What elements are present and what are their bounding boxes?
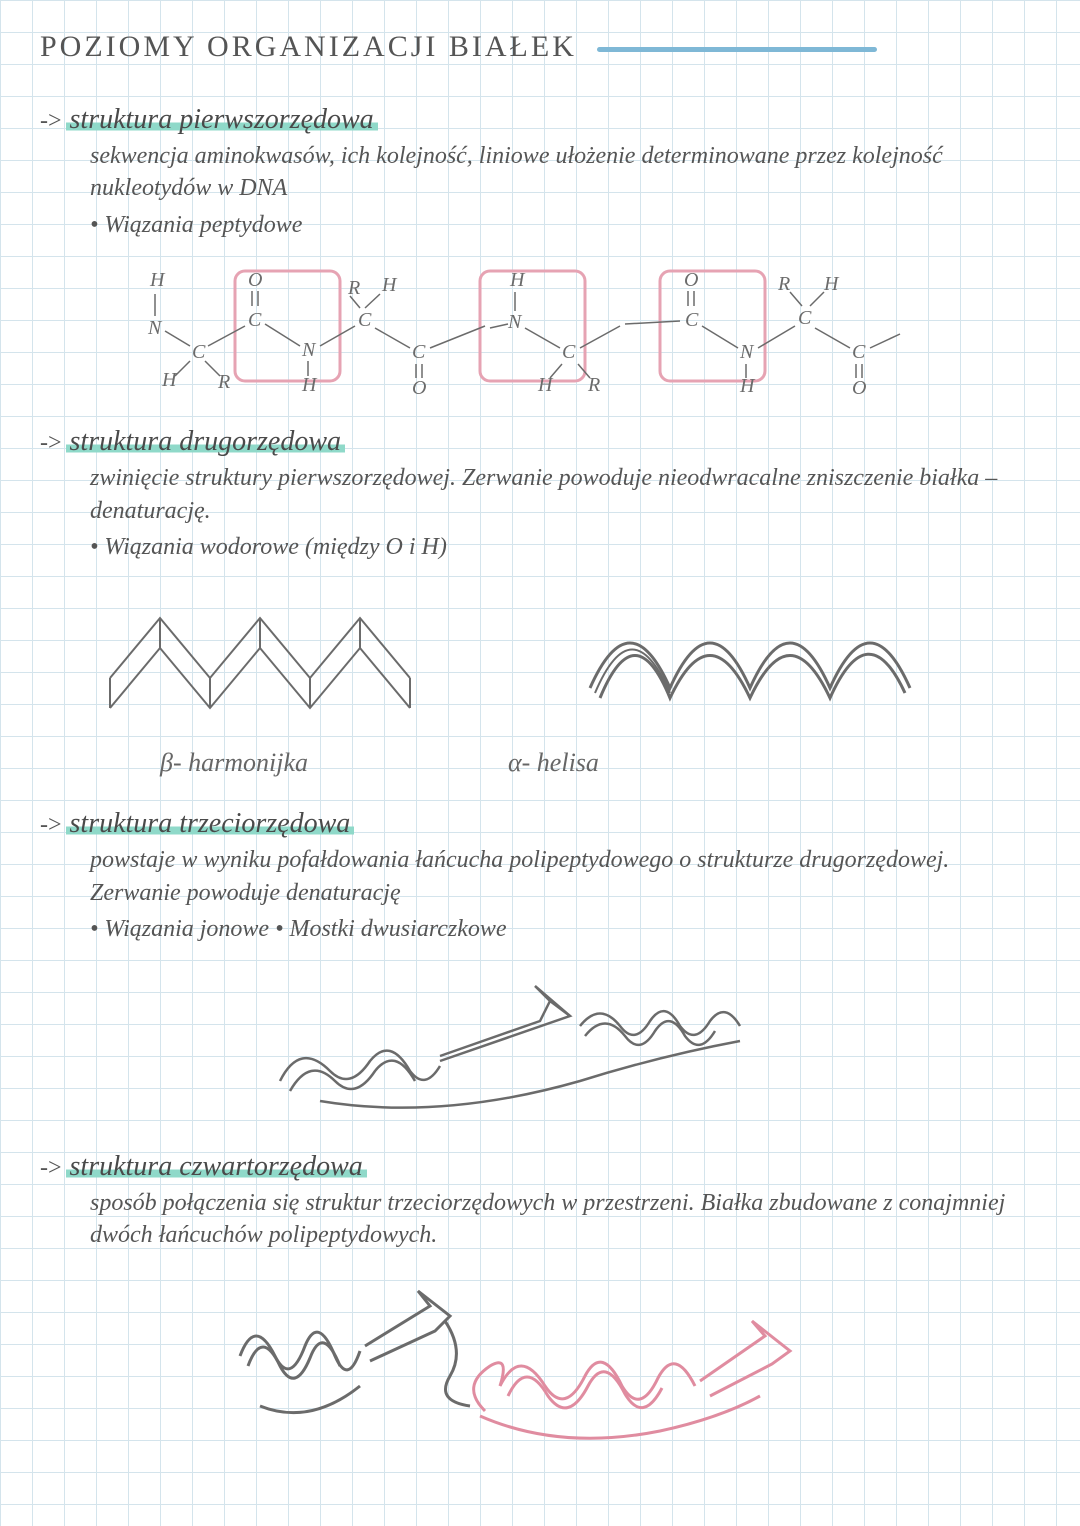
- svg-text:H: H: [381, 274, 398, 296]
- svg-text:C: C: [852, 341, 866, 363]
- beta-alpha-diagram: [90, 578, 990, 738]
- section-primary: -> struktura pierwszorzędowa sekwencja a…: [40, 104, 1040, 396]
- tertiary-diagram: [240, 961, 840, 1121]
- arrow-icon: ->: [40, 108, 62, 134]
- bullet-2: • Wiązania wodorowe (między O i H): [90, 531, 1040, 563]
- svg-text:R: R: [217, 371, 230, 393]
- svg-text:H: H: [161, 369, 178, 391]
- section-quaternary: -> struktura czwartorzędowa sposób połąc…: [40, 1151, 1040, 1467]
- section-title-4: struktura czwartorzędowa: [66, 1151, 367, 1182]
- section-title-2: struktura drugorzędowa: [66, 426, 345, 457]
- title-underline: [597, 47, 877, 52]
- svg-text:N: N: [147, 317, 163, 339]
- svg-text:C: C: [358, 309, 372, 331]
- diagram-labels-2: β- harmonijka α- helisa: [160, 748, 1040, 778]
- section-secondary: -> struktura drugorzędowa zwinięcie stru…: [40, 426, 1040, 778]
- svg-text:H: H: [537, 374, 554, 396]
- svg-text:H: H: [149, 269, 166, 291]
- svg-text:H: H: [301, 374, 318, 396]
- body-text-1: sekwencja aminokwasów, ich kolejność, li…: [90, 143, 943, 201]
- svg-text:C: C: [562, 341, 576, 363]
- svg-text:C: C: [248, 309, 262, 331]
- svg-text:R: R: [777, 273, 790, 295]
- bullet-3: • Wiązania jonowe • Mostki dwusiarczkowe: [90, 913, 1040, 945]
- svg-text:R: R: [347, 277, 360, 299]
- section-body-1: sekwencja aminokwasów, ich kolejność, li…: [90, 140, 1040, 241]
- bullet-1: • Wiązania peptydowe: [90, 209, 1040, 241]
- svg-text:O: O: [852, 377, 866, 396]
- svg-text:O: O: [412, 377, 426, 396]
- body-text-4: sposób połączenia się struktur trzeciorz…: [90, 1190, 1005, 1248]
- body-text-3: powstaje w wyniku pofałdowania łańcucha …: [90, 847, 949, 905]
- alpha-label: α- helisa: [508, 748, 599, 778]
- svg-text:N: N: [507, 311, 523, 333]
- svg-text:H: H: [509, 269, 526, 291]
- section-title-3: struktura trzeciorzędowa: [66, 808, 355, 839]
- title-text: POZIOMY ORGANIZACJI BIAŁEK: [40, 30, 577, 63]
- peptide-chain-diagram: H N C H R C O N H C R H C: [90, 256, 940, 396]
- svg-text:R: R: [587, 374, 600, 396]
- section-body-3: powstaje w wyniku pofałdowania łańcucha …: [90, 844, 1040, 945]
- section-body-4: sposób połączenia się struktur trzeciorz…: [90, 1187, 1040, 1252]
- quaternary-diagram: [200, 1266, 840, 1466]
- svg-text:O: O: [248, 269, 262, 291]
- section-body-2: zwinięcie struktury pierwszorzędowej. Ze…: [90, 462, 1040, 563]
- body-text-2: zwinięcie struktury pierwszorzędowej. Ze…: [90, 465, 997, 523]
- svg-text:N: N: [739, 341, 755, 363]
- svg-text:H: H: [823, 273, 840, 295]
- svg-text:C: C: [798, 307, 812, 329]
- arrow-icon: ->: [40, 812, 62, 838]
- svg-text:O: O: [684, 269, 698, 291]
- svg-text:C: C: [192, 341, 206, 363]
- arrow-icon: ->: [40, 1155, 62, 1181]
- arrow-icon: ->: [40, 430, 62, 456]
- page-title: POZIOMY ORGANIZACJI BIAŁEK: [40, 30, 1040, 64]
- section-title-1: struktura pierwszorzędowa: [66, 104, 378, 135]
- beta-label: β- harmonijka: [160, 748, 308, 778]
- svg-text:H: H: [739, 375, 756, 396]
- svg-text:N: N: [301, 339, 317, 361]
- svg-text:C: C: [685, 309, 699, 331]
- svg-text:C: C: [412, 341, 426, 363]
- section-tertiary: -> struktura trzeciorzędowa powstaje w w…: [40, 808, 1040, 1120]
